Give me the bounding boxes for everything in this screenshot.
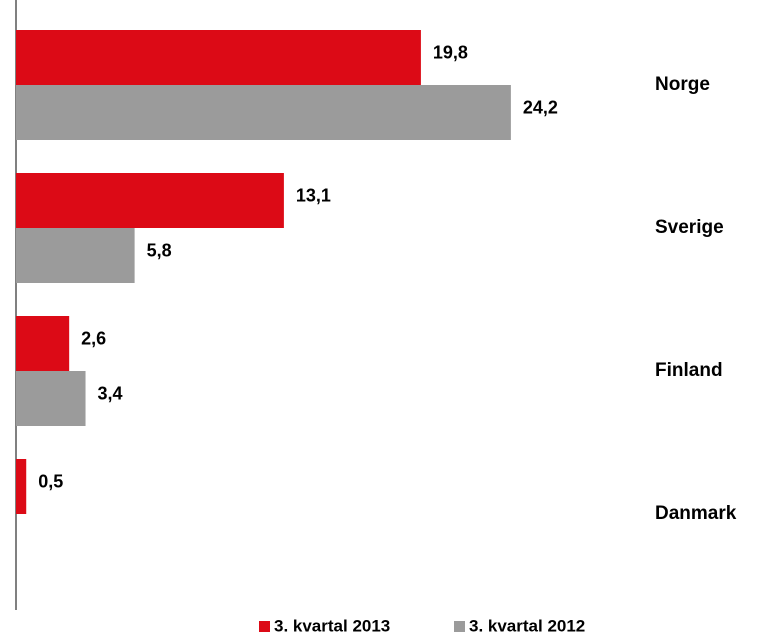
value-label: 5,8 bbox=[147, 240, 172, 260]
bar bbox=[16, 30, 421, 85]
category-label: Danmark bbox=[655, 503, 737, 524]
category-label: Sverige bbox=[655, 217, 724, 238]
value-label: 2,6 bbox=[81, 328, 106, 348]
bar bbox=[16, 371, 86, 426]
legend-swatch bbox=[454, 621, 465, 632]
legend-label: 3. kvartal 2013 bbox=[274, 616, 390, 635]
legend-swatch bbox=[259, 621, 270, 632]
category-label: Finland bbox=[655, 360, 723, 381]
legend-label: 3. kvartal 2012 bbox=[469, 616, 585, 635]
value-label: 19,8 bbox=[433, 42, 468, 62]
bar bbox=[16, 228, 135, 283]
bar bbox=[16, 173, 284, 228]
value-label: 3,4 bbox=[98, 383, 123, 403]
bar bbox=[16, 316, 70, 371]
bar bbox=[16, 459, 27, 514]
bar bbox=[16, 85, 511, 140]
value-label: 0,5 bbox=[38, 471, 63, 491]
value-label: 24,2 bbox=[523, 97, 558, 117]
value-label: 13,1 bbox=[296, 185, 331, 205]
category-label: Norge bbox=[655, 74, 710, 95]
